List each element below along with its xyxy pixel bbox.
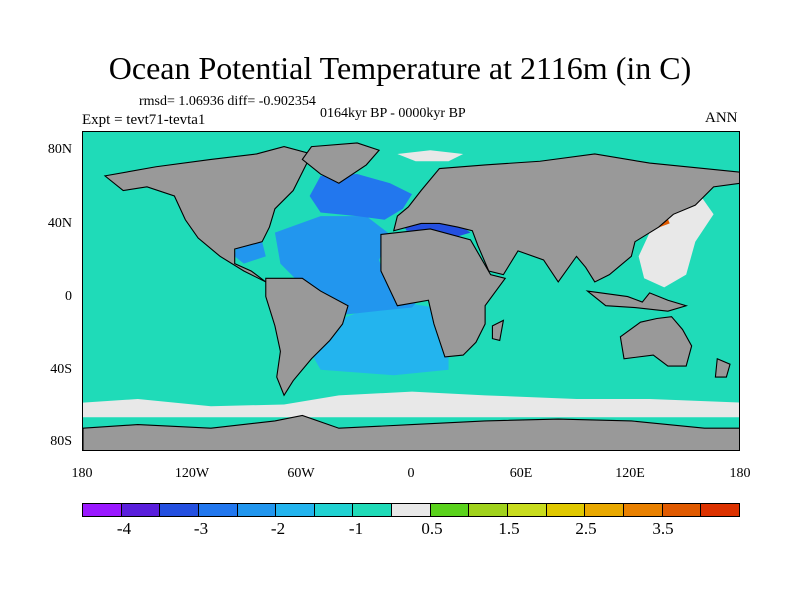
lon-label-120w: 120W [174, 466, 210, 481]
colorbar-cell [585, 504, 624, 516]
antarctica [83, 414, 739, 450]
land-layer [83, 142, 739, 450]
colorbar-label: -4 [116, 519, 132, 538]
lat-label-0: 0 [65, 289, 72, 304]
lon-label-180w: 180 [71, 466, 93, 481]
north-atlantic-anomaly [309, 174, 412, 220]
colorbar-cell [701, 504, 739, 516]
colorbar-cell [469, 504, 509, 516]
experiment-label: Expt = tevt71-tevta1 [82, 112, 206, 128]
lat-label-80n: 80N [47, 142, 72, 157]
greenland [301, 142, 381, 184]
lon-label-120e: 120E [615, 466, 645, 481]
colorbar-cell [276, 504, 315, 516]
colorbar-label: 2.5 [575, 519, 597, 538]
colorbar-label: 1.5 [498, 519, 520, 538]
antarctic-margin-anomaly [83, 391, 739, 418]
lon-label-0: 0 [407, 466, 415, 481]
colorbar-label: 3.5 [652, 519, 674, 538]
africa [380, 228, 507, 358]
colorbar-label: -3 [193, 519, 209, 538]
colorbar-cell [160, 504, 199, 516]
period-label: 0164kyr BP - 0000kyr BP [320, 106, 466, 121]
colorbar-cell [392, 504, 431, 516]
colorbar-cell [353, 504, 393, 516]
nw-pacific-marginal-anomaly [638, 186, 714, 288]
north-america [103, 146, 313, 283]
south-america [265, 277, 349, 397]
colorbar-cell [83, 504, 122, 516]
map-title: Ocean Potential Temperature at 2116m (in… [108, 50, 692, 86]
colorbar-cell [121, 504, 161, 516]
world-map [83, 132, 739, 450]
lat-label-40n: 40N [47, 216, 72, 231]
arctic-anomaly [397, 150, 464, 162]
colorbar-cell [430, 504, 470, 516]
lon-label-60w: 60W [287, 466, 315, 481]
colorbar-cell [198, 504, 238, 516]
colorbar-label: -2 [270, 519, 286, 538]
colorbar-label: 0.5 [421, 519, 443, 538]
colorbar-cell [314, 504, 354, 516]
lon-label-60e: 60E [509, 466, 533, 481]
lon-label-180e: 180 [729, 466, 751, 481]
stats-label: rmsd= 1.06936 diff= -0.902354 [139, 94, 316, 109]
madagascar [491, 319, 505, 342]
colorbar-cell [508, 504, 547, 516]
maritime-southeast-asia [585, 290, 689, 312]
eurasia [392, 153, 739, 283]
colorbar-label: -1 [348, 519, 364, 538]
lat-label-40s: 40S [50, 362, 72, 377]
colorbar-cell [623, 504, 663, 516]
colorbar-cell [237, 504, 277, 516]
season-label: ANN [705, 110, 738, 126]
map-panel [82, 131, 740, 451]
australia [619, 316, 693, 367]
new-zealand [714, 357, 731, 378]
colorbar-cell [546, 504, 586, 516]
colorbar [82, 503, 740, 517]
colorbar-cell [662, 504, 702, 516]
lat-label-80s: 80S [50, 434, 72, 449]
